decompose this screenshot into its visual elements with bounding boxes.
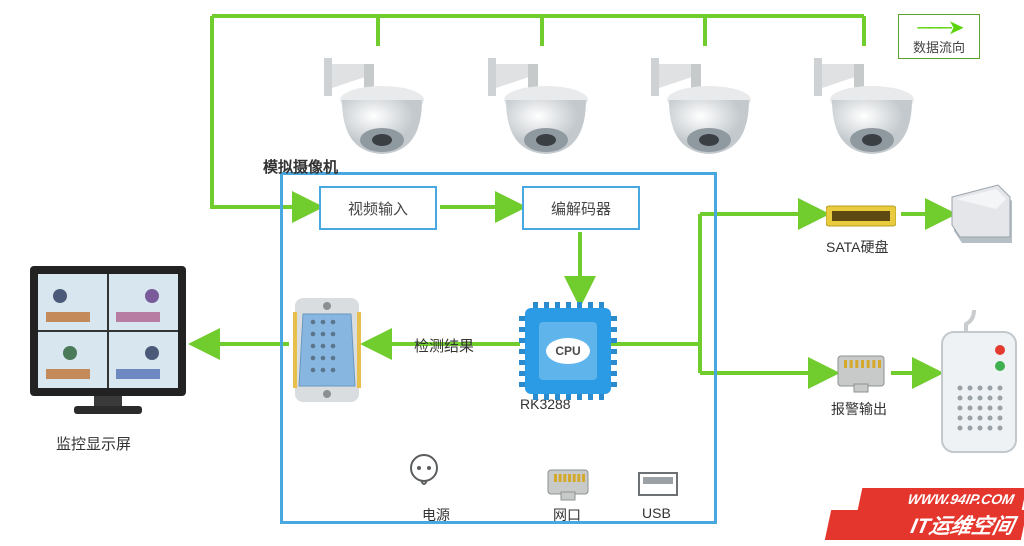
detect-label: 检测结果 — [414, 335, 474, 356]
camera-icon — [488, 44, 598, 156]
usb-port-icon — [638, 472, 678, 496]
video-input-label: 视频输入 — [348, 198, 408, 219]
watermark-brand: IT运维空间 — [825, 510, 1024, 540]
usb-label: USB — [642, 505, 671, 521]
speaker-icon — [936, 310, 1022, 460]
sata-label: SATA硬盘 — [826, 237, 889, 257]
cpu-chip-icon: CPU — [519, 302, 617, 400]
camera-icon — [324, 44, 434, 156]
svg-text:CPU: CPU — [555, 344, 580, 358]
cameras-label: 模拟摄像机 — [263, 156, 338, 177]
monitor-label: 监控显示屏 — [56, 433, 131, 454]
legend-arrow-icon: ───➤ — [913, 21, 965, 35]
camera-icon — [651, 44, 761, 156]
hdd-icon — [948, 183, 1014, 249]
power-label: 电源 — [422, 505, 450, 525]
power-port-icon — [410, 454, 438, 490]
camera-icon — [814, 44, 924, 156]
ethernet-label: 网口 — [553, 505, 581, 525]
alarm-port-icon — [836, 354, 886, 394]
watermark-url: WWW.94IP.COM — [858, 488, 1024, 510]
codec-box: 编解码器 — [522, 186, 640, 230]
ethernet-port-icon — [546, 468, 590, 502]
video-input-box: 视频输入 — [319, 186, 437, 230]
alarm-label: 报警输出 — [831, 399, 887, 419]
monitor-icon — [26, 262, 190, 426]
vga-port-icon — [293, 298, 361, 402]
codec-label: 编解码器 — [551, 198, 611, 219]
sata-port-icon — [826, 202, 896, 230]
